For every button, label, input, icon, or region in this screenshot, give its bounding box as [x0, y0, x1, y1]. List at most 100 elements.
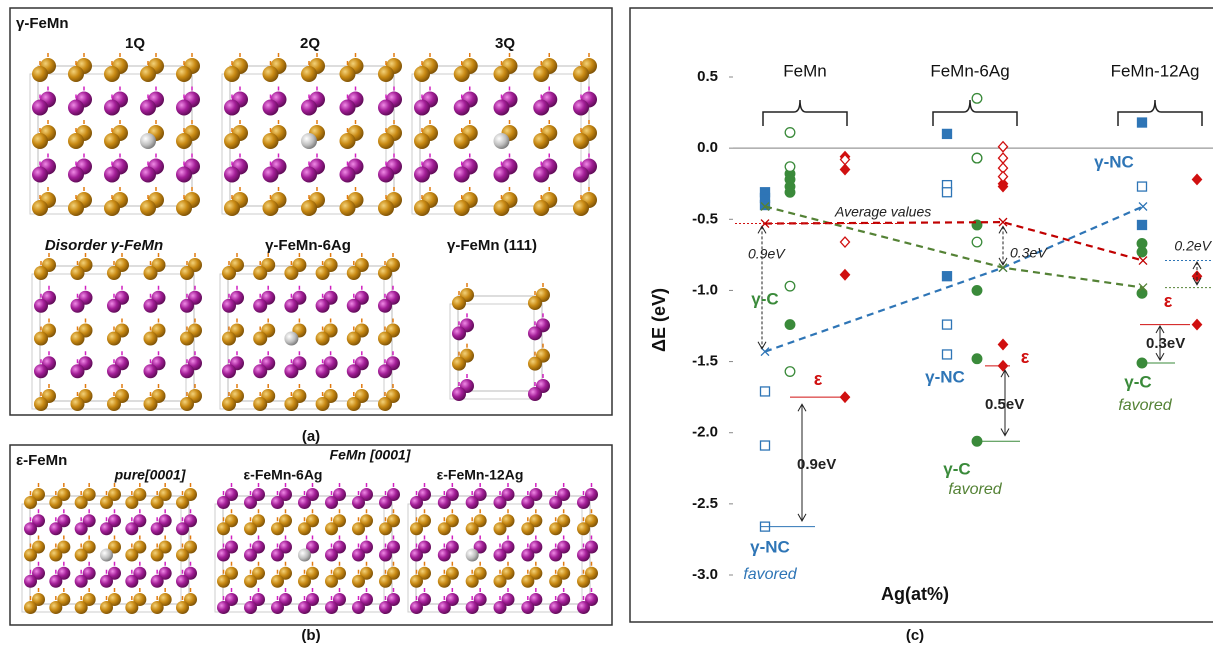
atom — [347, 397, 361, 411]
atom — [263, 133, 279, 149]
structure-label: Disorder γ-FeMn — [45, 237, 163, 254]
point — [1138, 118, 1147, 127]
atom — [340, 66, 356, 82]
structure-label: ε-FeMn-12Ag — [437, 467, 524, 483]
annotation: 0.3eV — [1146, 335, 1185, 352]
category-label: FeMn — [783, 61, 826, 80]
atom — [528, 296, 542, 310]
point — [972, 153, 982, 163]
atom — [352, 496, 365, 509]
atom — [573, 167, 589, 183]
atom — [414, 100, 430, 116]
atom — [107, 299, 121, 313]
atom — [68, 200, 84, 216]
atom — [24, 496, 37, 509]
atom — [180, 397, 194, 411]
annotation: ε — [1164, 291, 1173, 311]
atom — [104, 200, 120, 216]
atom — [494, 167, 510, 183]
atom — [176, 549, 189, 562]
atom — [454, 133, 470, 149]
atom — [176, 66, 192, 82]
atom — [284, 364, 298, 378]
atom — [577, 496, 590, 509]
caption: (b) — [301, 627, 320, 644]
annotation: γ-NC — [750, 537, 790, 556]
atom — [24, 522, 37, 535]
atom — [301, 167, 317, 183]
atom — [224, 133, 240, 149]
atom — [347, 299, 361, 313]
atom — [549, 522, 562, 535]
y-tick-label: -3.0 — [692, 566, 718, 583]
y-tick-label: 0.5 — [697, 68, 718, 85]
atom — [180, 266, 194, 280]
annotation: favored — [1118, 397, 1172, 414]
atom — [49, 522, 62, 535]
atom — [263, 100, 279, 116]
panel-title: ε-FeMn — [16, 452, 67, 469]
atom — [34, 364, 48, 378]
y-tick-label: -1.5 — [692, 353, 718, 370]
atom — [378, 133, 394, 149]
atom — [549, 601, 562, 614]
atom — [271, 549, 284, 562]
atom — [325, 549, 338, 562]
atom — [378, 299, 392, 313]
atom — [347, 364, 361, 378]
point — [972, 354, 982, 364]
point — [785, 320, 795, 330]
atom — [49, 496, 62, 509]
atom — [454, 66, 470, 82]
atom — [494, 133, 510, 149]
atom — [378, 364, 392, 378]
atom — [438, 575, 451, 588]
atom — [378, 332, 392, 346]
point — [1137, 247, 1147, 257]
y-tick-label: -1.0 — [692, 281, 718, 298]
atom — [71, 332, 85, 346]
atom — [577, 601, 590, 614]
y-tick-label: -2.5 — [692, 495, 718, 512]
atom — [34, 332, 48, 346]
atom — [151, 575, 164, 588]
point — [785, 187, 795, 197]
atom — [494, 100, 510, 116]
atom — [378, 266, 392, 280]
atom — [452, 296, 466, 310]
atom — [144, 397, 158, 411]
crystal-structure — [30, 53, 200, 216]
atom — [222, 397, 236, 411]
category-label: FeMn-12Ag — [1111, 61, 1200, 80]
atom — [253, 364, 267, 378]
atom — [180, 332, 194, 346]
atom — [454, 200, 470, 216]
atom — [340, 167, 356, 183]
atom — [340, 200, 356, 216]
atom — [301, 100, 317, 116]
atom — [528, 387, 542, 401]
atom — [140, 100, 156, 116]
atom — [521, 575, 534, 588]
atom — [104, 66, 120, 82]
point — [841, 164, 850, 174]
atom — [271, 496, 284, 509]
annotation: γ-C — [943, 459, 970, 478]
atom — [75, 522, 88, 535]
atom — [438, 601, 451, 614]
atom — [325, 522, 338, 535]
atom — [533, 100, 549, 116]
atom — [253, 266, 267, 280]
atom — [533, 66, 549, 82]
atom — [125, 522, 138, 535]
atom — [438, 549, 451, 562]
atom — [533, 200, 549, 216]
atom — [347, 266, 361, 280]
point — [943, 320, 952, 329]
atom — [34, 299, 48, 313]
atom — [573, 200, 589, 216]
atom — [352, 522, 365, 535]
atom — [494, 200, 510, 216]
crystal-structure — [408, 483, 598, 614]
atom — [100, 496, 113, 509]
